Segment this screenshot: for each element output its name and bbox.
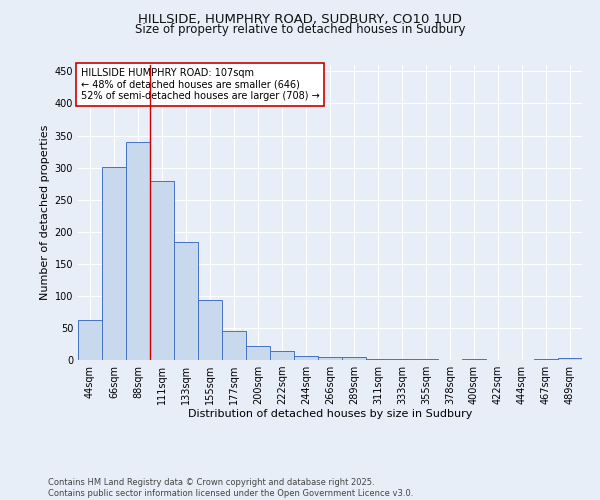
Bar: [318, 357, 342, 360]
Bar: [534, 358, 558, 360]
X-axis label: Distribution of detached houses by size in Sudbury: Distribution of detached houses by size …: [188, 408, 472, 418]
Y-axis label: Number of detached properties: Number of detached properties: [40, 125, 50, 300]
Bar: [390, 358, 414, 360]
Bar: [294, 356, 318, 360]
Bar: [150, 181, 174, 360]
Bar: [198, 300, 222, 360]
Bar: [270, 351, 294, 360]
Text: HILLSIDE, HUMPHRY ROAD, SUDBURY, CO10 1UD: HILLSIDE, HUMPHRY ROAD, SUDBURY, CO10 1U…: [138, 12, 462, 26]
Bar: [78, 320, 102, 360]
Bar: [462, 358, 486, 360]
Bar: [246, 346, 270, 360]
Bar: [558, 358, 582, 360]
Bar: [342, 358, 366, 360]
Bar: [126, 142, 150, 360]
Bar: [102, 167, 126, 360]
Text: Size of property relative to detached houses in Sudbury: Size of property relative to detached ho…: [135, 22, 465, 36]
Bar: [414, 358, 438, 360]
Bar: [174, 242, 198, 360]
Text: Contains HM Land Registry data © Crown copyright and database right 2025.
Contai: Contains HM Land Registry data © Crown c…: [48, 478, 413, 498]
Bar: [366, 358, 390, 360]
Text: HILLSIDE HUMPHRY ROAD: 107sqm
← 48% of detached houses are smaller (646)
52% of : HILLSIDE HUMPHRY ROAD: 107sqm ← 48% of d…: [81, 68, 320, 101]
Bar: [222, 331, 246, 360]
